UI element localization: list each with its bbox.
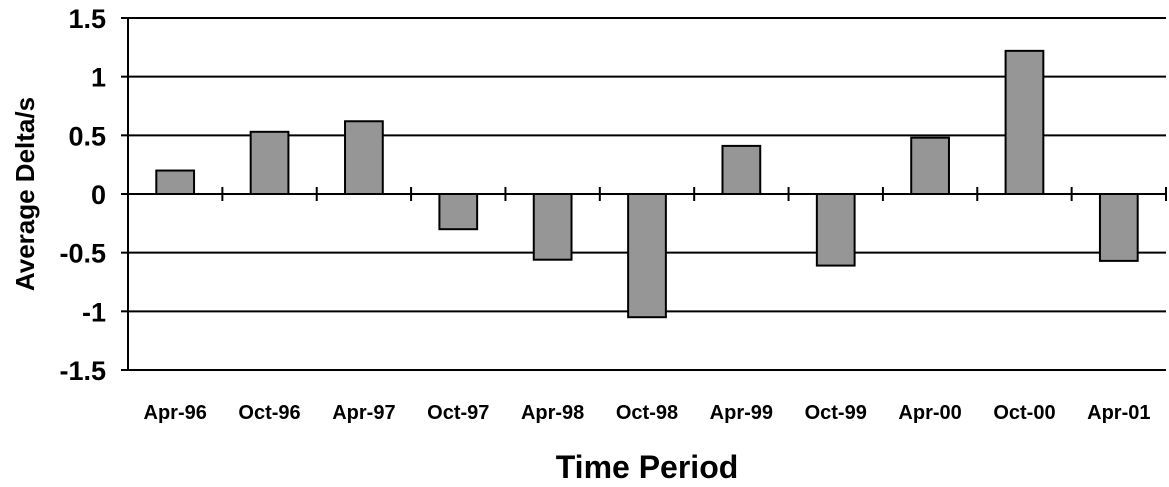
- bars: [155, 49, 1139, 319]
- axes: [121, 17, 1167, 371]
- y-tick-label: 0: [91, 180, 106, 210]
- y-tick-label: 1: [91, 63, 106, 93]
- y-tick-label: 1.5: [68, 4, 106, 34]
- x-tick-label: Oct-00: [993, 402, 1055, 424]
- bar-oct-96: [249, 130, 290, 196]
- x-tick-label: Oct-99: [805, 402, 867, 424]
- bar-apr-00: [910, 136, 950, 195]
- x-tick-label: Apr-97: [332, 402, 395, 424]
- x-tick-label: Apr-01: [1087, 402, 1150, 424]
- x-tick-label: Apr-98: [521, 402, 584, 424]
- y-tick-label: 0.5: [68, 121, 106, 151]
- x-tick-label: Oct-96: [238, 402, 300, 424]
- bar-oct-00: [1004, 49, 1045, 195]
- bar-apr-01: [1098, 193, 1139, 262]
- x-tick-label: Apr-96: [144, 402, 207, 424]
- x-tick-label: Oct-97: [427, 402, 489, 424]
- bar-apr-97: [344, 120, 384, 195]
- x-axis-title: Time Period: [556, 449, 739, 485]
- bar-oct-98: [627, 193, 667, 319]
- y-axis-title: Average Delta/s: [10, 97, 40, 291]
- bar-oct-99: [815, 193, 856, 267]
- y-tick-label: -0.5: [59, 239, 106, 269]
- bar-apr-99: [721, 144, 762, 195]
- bar-apr-96: [155, 169, 196, 196]
- bar-oct-97: [438, 193, 479, 231]
- y-tick-labels: 1.5 1 0.5 0 -0.5 -1 -1.5: [59, 4, 106, 386]
- y-tick-label: -1.5: [59, 356, 106, 386]
- x-tick-label: Oct-98: [616, 402, 678, 424]
- x-tick-label: Apr-99: [710, 402, 773, 424]
- bar-apr-98: [532, 193, 573, 261]
- x-tick-label: Apr-00: [898, 402, 961, 424]
- x-tick-labels: Apr-96 Oct-96 Apr-97 Oct-97 Apr-98 Oct-98 Apr-…: [144, 402, 1151, 424]
- y-tick-label: -1: [82, 297, 106, 327]
